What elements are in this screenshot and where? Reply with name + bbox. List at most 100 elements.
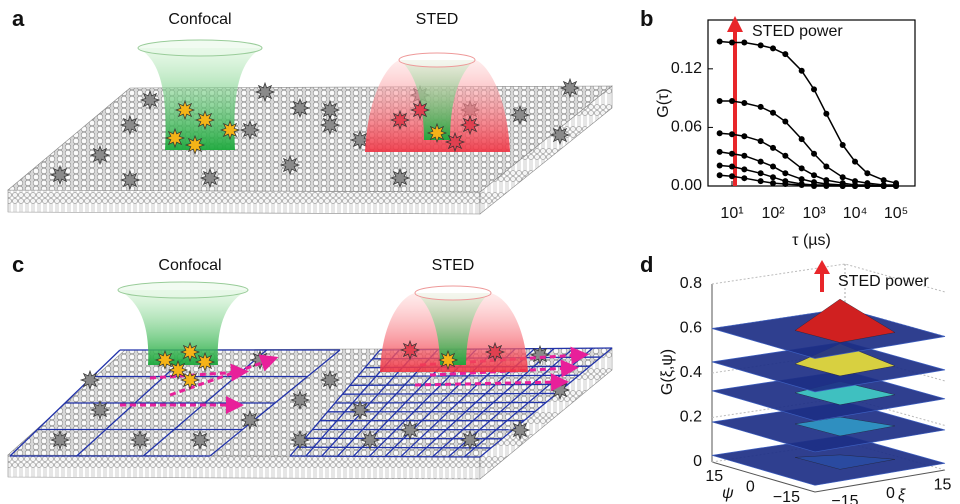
panel-a: a Confocal STED xyxy=(8,6,612,214)
molecule xyxy=(181,371,199,389)
data-point xyxy=(823,183,829,189)
xi-tick-label: 0 xyxy=(886,485,895,502)
molecule xyxy=(201,169,219,187)
molecule xyxy=(439,351,457,369)
data-point xyxy=(717,130,723,136)
grid xyxy=(335,403,546,404)
beam-top xyxy=(138,40,262,56)
data-point xyxy=(758,42,764,48)
beam-top xyxy=(118,282,248,298)
psi-tick-label: 0 xyxy=(746,479,755,496)
x-axis-label: τ (µs) xyxy=(792,232,831,249)
molecule xyxy=(511,421,529,439)
data-point xyxy=(758,159,764,165)
data-point xyxy=(799,136,805,142)
psi-tick-label: 15 xyxy=(705,468,723,485)
chart-d: 00.20.40.60.8150−15−15015ψξG(ξ,ψ)STED po… xyxy=(659,260,951,504)
label: Confocal xyxy=(168,11,231,28)
data-point xyxy=(852,183,858,189)
data-point xyxy=(741,175,747,181)
molecule xyxy=(221,121,239,139)
beam-top xyxy=(415,286,491,300)
data-point xyxy=(770,45,776,51)
molecule xyxy=(361,431,379,449)
data-point xyxy=(864,183,870,189)
molecule xyxy=(131,431,149,449)
molecule xyxy=(51,166,69,184)
data-point xyxy=(811,172,817,178)
molecule xyxy=(401,341,419,359)
data-point xyxy=(770,180,776,186)
data-point xyxy=(758,178,764,184)
x-tick-label: 10¹ xyxy=(720,205,743,222)
molecule xyxy=(241,121,259,139)
data-point xyxy=(729,131,735,137)
data-point xyxy=(717,149,723,155)
molecule xyxy=(169,361,187,379)
molecule xyxy=(291,431,309,449)
membrane-side xyxy=(8,190,480,214)
data-point xyxy=(893,183,899,189)
x-tick-label: 10⁴ xyxy=(843,205,868,222)
annotation-arrowhead xyxy=(727,16,743,32)
data-point xyxy=(852,159,858,165)
panel-label: a xyxy=(12,6,25,31)
panel-label: b xyxy=(640,6,653,31)
x-tick-label: 10² xyxy=(761,205,785,222)
molecule xyxy=(351,401,369,419)
grid xyxy=(298,447,492,448)
z-tick-label: 0.8 xyxy=(680,275,702,292)
z-tick-label: 0.4 xyxy=(680,364,702,381)
data-point xyxy=(881,183,887,189)
data-point xyxy=(811,151,817,157)
panel-label: c xyxy=(12,252,24,277)
molecule xyxy=(531,346,549,364)
data-point xyxy=(758,138,764,144)
data-point xyxy=(729,151,735,157)
psi-tick-label: −15 xyxy=(773,489,800,504)
grid xyxy=(343,393,558,394)
molecule xyxy=(446,133,464,151)
data-point xyxy=(717,172,723,178)
data-point xyxy=(741,133,747,139)
molecule xyxy=(91,146,109,164)
molecule xyxy=(196,353,214,371)
data-point xyxy=(799,182,805,188)
molecule xyxy=(321,371,339,389)
panel-label: d xyxy=(640,252,653,277)
label: STED xyxy=(416,11,459,28)
data-point xyxy=(823,163,829,169)
annotation: STED power xyxy=(752,23,843,40)
data-point xyxy=(782,181,788,187)
molecule xyxy=(176,101,194,119)
data-point xyxy=(782,153,788,159)
molecule xyxy=(256,83,274,101)
annotation: STED power xyxy=(838,273,929,290)
data-point xyxy=(811,86,817,92)
z-axis-label: G(ξ,ψ) xyxy=(659,349,676,395)
molecule xyxy=(51,431,69,449)
molecule xyxy=(181,343,199,361)
molecule xyxy=(428,124,446,142)
psi-label: ψ xyxy=(722,485,734,502)
y-tick-label: 0.00 xyxy=(671,177,702,194)
molecule xyxy=(281,156,299,174)
data-point xyxy=(799,165,805,171)
xi-tick-label: −15 xyxy=(831,493,858,504)
data-point xyxy=(758,104,764,110)
data-point xyxy=(717,162,723,168)
molecule xyxy=(461,116,479,134)
series-line xyxy=(720,41,896,183)
label: STED xyxy=(432,257,475,274)
molecule xyxy=(156,351,174,369)
data-point xyxy=(717,98,723,104)
molecule xyxy=(551,126,569,144)
data-point xyxy=(770,110,776,116)
data-point xyxy=(770,163,776,169)
data-point xyxy=(717,38,723,44)
data-point xyxy=(770,174,776,180)
data-point xyxy=(729,39,735,45)
molecule xyxy=(121,171,139,189)
molecule xyxy=(486,343,504,361)
molecule xyxy=(401,421,419,439)
